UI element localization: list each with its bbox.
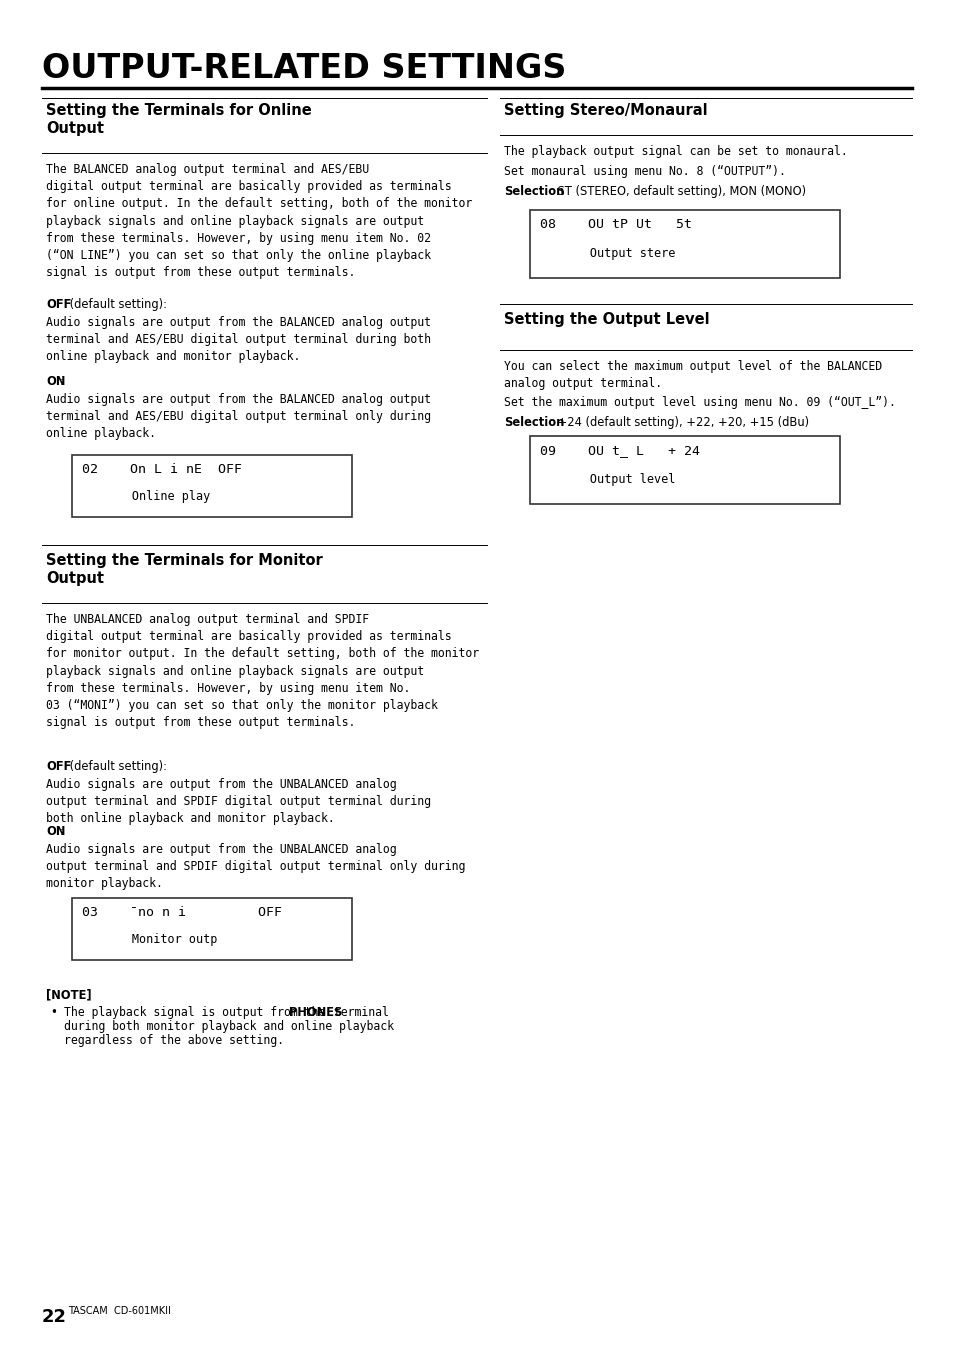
Bar bbox=[71, 455, 352, 517]
Text: Setting the Terminals for Online
Output: Setting the Terminals for Online Output bbox=[46, 103, 312, 136]
Text: :: : bbox=[60, 825, 64, 838]
Text: Audio signals are output from the UNBALANCED analog
output terminal and SPDIF di: Audio signals are output from the UNBALA… bbox=[46, 843, 465, 890]
Text: 03    ¯no n i         OFF: 03 ¯no n i OFF bbox=[82, 907, 282, 919]
Text: Selection: Selection bbox=[503, 185, 564, 199]
Text: during both monitor playback and online playback: during both monitor playback and online … bbox=[64, 1020, 394, 1034]
Text: Selection: Selection bbox=[503, 416, 564, 430]
Text: You can select the maximum output level of the BALANCED
analog output terminal.: You can select the maximum output level … bbox=[503, 359, 882, 390]
Text: Audio signals are output from the UNBALANCED analog
output terminal and SPDIF di: Audio signals are output from the UNBALA… bbox=[46, 778, 431, 825]
Text: Audio signals are output from the BALANCED analog output
terminal and AES/EBU di: Audio signals are output from the BALANC… bbox=[46, 316, 431, 363]
Text: The UNBALANCED analog output terminal and SPDIF
digital output terminal are basi: The UNBALANCED analog output terminal an… bbox=[46, 613, 478, 730]
Text: Set the maximum output level using menu No. 09 (“OUT_L”).: Set the maximum output level using menu … bbox=[503, 396, 895, 409]
Text: 02    On L i nE  OFF: 02 On L i nE OFF bbox=[82, 463, 242, 476]
Text: The playback output signal can be set to monaural.: The playback output signal can be set to… bbox=[503, 145, 847, 158]
Text: Monitor outp: Monitor outp bbox=[82, 934, 217, 946]
Text: The BALANCED analog output terminal and AES/EBU
digital output terminal are basi: The BALANCED analog output terminal and … bbox=[46, 163, 472, 280]
Text: Set monaural using menu No. 8 (“OUTPUT”).: Set monaural using menu No. 8 (“OUTPUT”)… bbox=[503, 165, 785, 178]
Text: :: : bbox=[60, 376, 64, 388]
Text: The playback signal is output from the: The playback signal is output from the bbox=[64, 1006, 332, 1019]
Text: ON: ON bbox=[46, 825, 66, 838]
Bar bbox=[71, 898, 352, 961]
Text: : +24 (default setting), +22, +20, +15 (dBu): : +24 (default setting), +22, +20, +15 (… bbox=[550, 416, 808, 430]
Text: PHONES: PHONES bbox=[289, 1006, 342, 1019]
Text: OUTPUT-RELATED SETTINGS: OUTPUT-RELATED SETTINGS bbox=[42, 51, 566, 85]
Text: •: • bbox=[50, 1006, 57, 1019]
Text: [NOTE]: [NOTE] bbox=[46, 988, 91, 1001]
Text: Output stere: Output stere bbox=[539, 247, 675, 259]
Text: (default setting):: (default setting): bbox=[66, 299, 167, 311]
Text: Output level: Output level bbox=[539, 473, 675, 486]
Text: 22: 22 bbox=[42, 1308, 67, 1325]
Text: ON: ON bbox=[46, 376, 66, 388]
Text: 09    OU t_ L   + 24: 09 OU t_ L + 24 bbox=[539, 444, 700, 457]
Text: Online play: Online play bbox=[82, 490, 210, 503]
Bar bbox=[530, 436, 840, 504]
Text: 08    OU tP Ut   5t: 08 OU tP Ut 5t bbox=[539, 218, 691, 231]
Text: regardless of the above setting.: regardless of the above setting. bbox=[64, 1034, 284, 1047]
Text: Setting the Terminals for Monitor
Output: Setting the Terminals for Monitor Output bbox=[46, 553, 322, 586]
Text: (default setting):: (default setting): bbox=[66, 761, 167, 773]
Text: TASCAM  CD-601MKII: TASCAM CD-601MKII bbox=[68, 1306, 171, 1316]
Text: Setting Stereo/Monaural: Setting Stereo/Monaural bbox=[503, 103, 707, 118]
Text: terminal: terminal bbox=[327, 1006, 389, 1019]
Text: OFF: OFF bbox=[46, 299, 71, 311]
Bar bbox=[530, 209, 840, 278]
Text: OFF: OFF bbox=[46, 761, 71, 773]
Text: Audio signals are output from the BALANCED analog output
terminal and AES/EBU di: Audio signals are output from the BALANC… bbox=[46, 393, 431, 440]
Text: : ST (STEREO, default setting), MON (MONO): : ST (STEREO, default setting), MON (MON… bbox=[550, 185, 805, 199]
Text: Setting the Output Level: Setting the Output Level bbox=[503, 312, 709, 327]
